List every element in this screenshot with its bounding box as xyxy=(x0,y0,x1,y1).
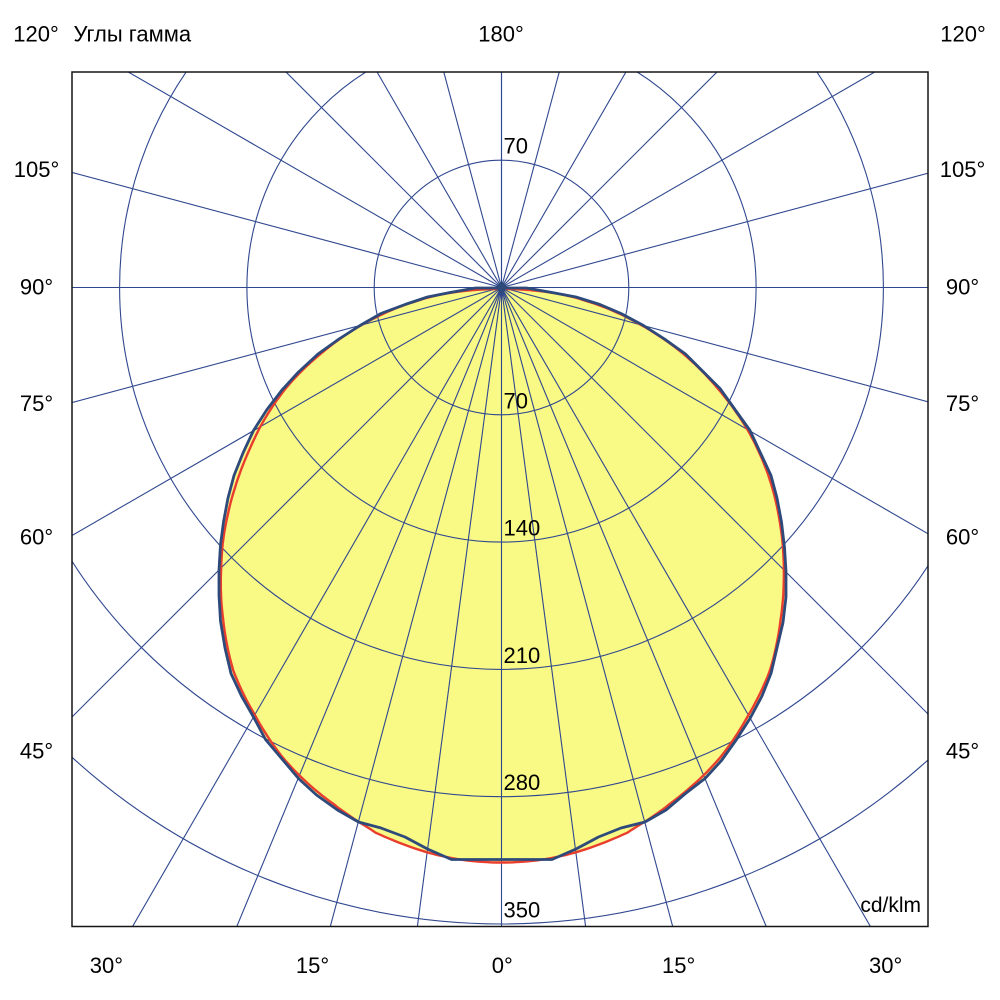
svg-text:280: 280 xyxy=(504,770,541,795)
svg-text:75°: 75° xyxy=(20,391,53,416)
svg-text:140: 140 xyxy=(504,516,541,541)
svg-text:210: 210 xyxy=(504,643,541,668)
svg-text:90°: 90° xyxy=(20,275,53,300)
svg-text:30°: 30° xyxy=(90,953,123,978)
svg-text:105°: 105° xyxy=(940,157,986,182)
svg-text:30°: 30° xyxy=(869,953,902,978)
svg-text:180°: 180° xyxy=(478,22,524,47)
svg-text:0°: 0° xyxy=(492,953,513,978)
svg-text:45°: 45° xyxy=(20,739,53,764)
svg-text:350: 350 xyxy=(504,898,541,923)
svg-text:60°: 60° xyxy=(946,525,979,550)
svg-text:15°: 15° xyxy=(296,953,329,978)
svg-text:70: 70 xyxy=(504,388,528,413)
svg-text:120°: 120° xyxy=(13,22,59,47)
svg-text:70: 70 xyxy=(504,134,528,159)
svg-text:120°: 120° xyxy=(940,22,986,47)
svg-text:cd/klm: cd/klm xyxy=(860,894,921,917)
svg-text:Углы гамма: Углы гамма xyxy=(74,22,192,47)
svg-text:15°: 15° xyxy=(662,953,695,978)
svg-text:90°: 90° xyxy=(946,275,979,300)
svg-text:105°: 105° xyxy=(14,157,60,182)
svg-text:75°: 75° xyxy=(946,391,979,416)
svg-text:60°: 60° xyxy=(20,525,53,550)
svg-text:45°: 45° xyxy=(946,739,979,764)
